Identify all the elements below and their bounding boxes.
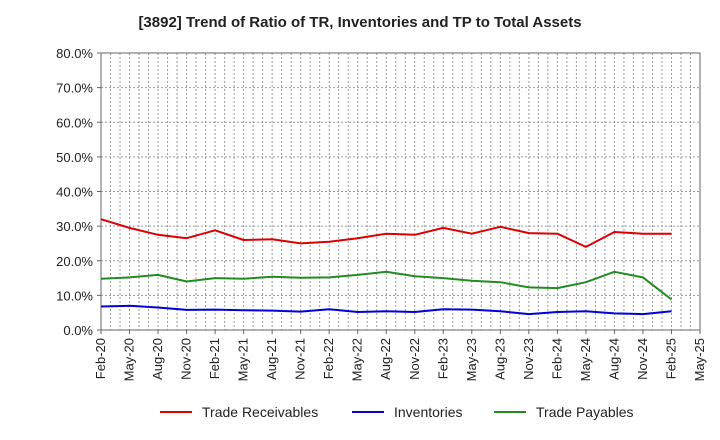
x-tick-label: May-25 (692, 338, 707, 381)
x-tick-label: May-22 (350, 338, 365, 381)
y-tick-label: 0.0% (63, 323, 93, 338)
legend-label: Inventories (394, 404, 463, 420)
x-tick-label: Aug-23 (492, 338, 507, 380)
x-tick-label: Feb-24 (549, 338, 564, 379)
x-tick-label: Feb-22 (321, 338, 336, 379)
x-tick-label: Nov-21 (293, 338, 308, 380)
legend-swatch (352, 411, 384, 413)
y-tick-label: 50.0% (56, 150, 93, 165)
x-tick-label: Nov-22 (407, 338, 422, 380)
x-tick-label: Nov-20 (179, 338, 194, 380)
x-tick-label: May-20 (122, 338, 137, 381)
legend-item: Trade Receivables (160, 404, 318, 420)
legend-swatch (494, 411, 526, 413)
y-tick-label: 70.0% (56, 81, 93, 96)
x-tick-label: Feb-21 (207, 338, 222, 379)
x-tick-label: Feb-20 (93, 338, 108, 379)
y-tick-label: 80.0% (56, 46, 93, 61)
chart-title: [3892] Trend of Ratio of TR, Inventories… (138, 14, 582, 31)
legend-item: Trade Payables (494, 404, 634, 420)
y-tick-label: 30.0% (56, 219, 93, 234)
y-tick-label: 40.0% (56, 185, 93, 200)
x-tick-label: Aug-22 (378, 338, 393, 380)
x-tick-label: Feb-23 (435, 338, 450, 379)
x-tick-label: Aug-20 (150, 338, 165, 380)
plot-area (101, 53, 700, 330)
series-line-trade-receivables (100, 218, 672, 248)
legend-item: Inventories (352, 404, 462, 420)
x-tick-label: Aug-24 (606, 338, 621, 380)
y-tick-label: 60.0% (56, 115, 93, 130)
x-tick-label: May-24 (578, 338, 593, 381)
y-tick-label: 10.0% (56, 288, 93, 303)
x-tick-label: May-21 (236, 338, 251, 381)
y-tick-label: 20.0% (56, 254, 93, 269)
x-tick-label: May-23 (464, 338, 479, 381)
legend-swatch (160, 411, 192, 413)
x-tick-label: Nov-23 (521, 338, 536, 380)
x-tick-label: Feb-25 (663, 338, 678, 379)
series-line-trade-payables (100, 270, 673, 301)
series-line-inventories (100, 304, 672, 316)
x-tick-label: Aug-21 (264, 338, 279, 380)
legend-label: Trade Payables (536, 404, 634, 420)
x-tick-label: Nov-24 (635, 338, 650, 380)
legend-label: Trade Receivables (202, 404, 319, 420)
